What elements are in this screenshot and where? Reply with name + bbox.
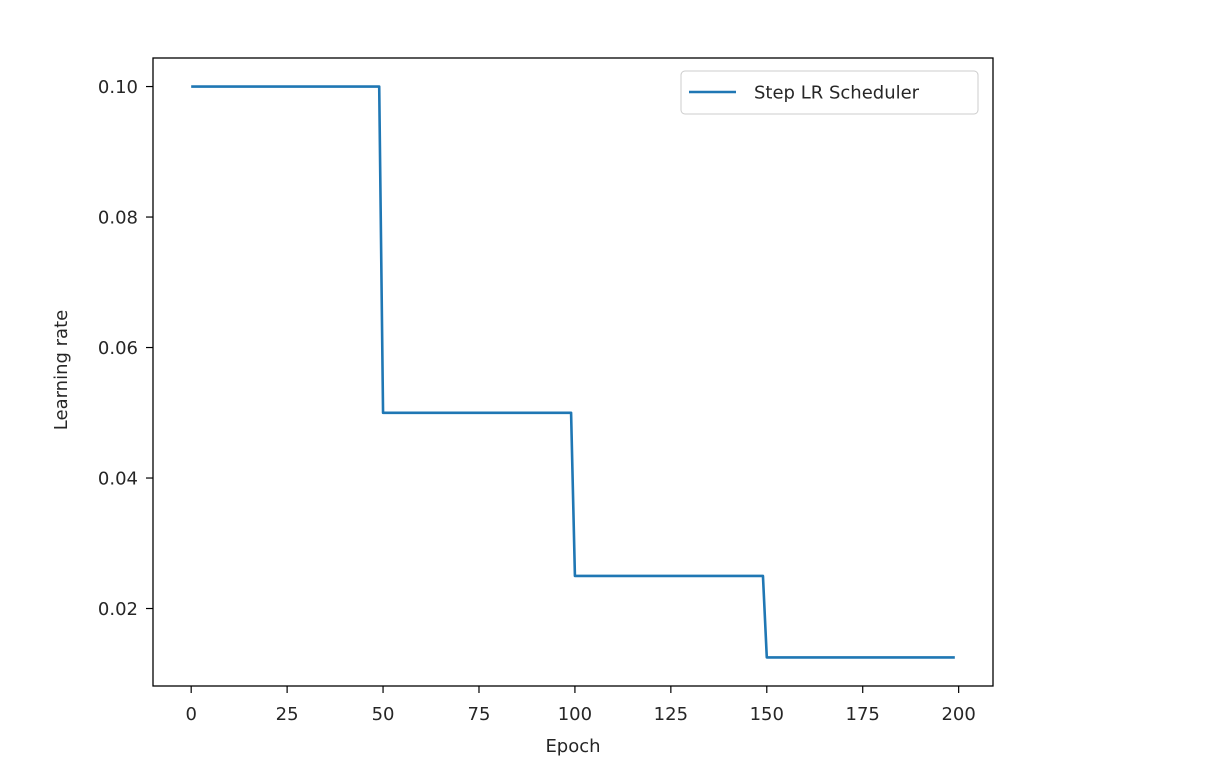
y-tick-label: 0.02 — [98, 599, 138, 620]
x-tick-label: 125 — [654, 704, 688, 725]
x-tick-label: 150 — [750, 704, 784, 725]
x-tick-label: 100 — [558, 704, 592, 725]
legend: Step LR Scheduler — [680, 70, 979, 115]
x-tick-label: 0 — [185, 704, 196, 725]
legend-box — [680, 70, 979, 115]
x-tick-label: 25 — [276, 704, 299, 725]
y-axis-ticks: 0.02 0.04 0.06 0.08 0.10 — [98, 77, 153, 620]
y-tick-label: 0.06 — [98, 338, 138, 359]
x-axis-label: Epoch — [545, 736, 600, 757]
x-tick-label: 50 — [372, 704, 395, 725]
y-tick-label: 0.10 — [98, 77, 138, 98]
series-layer — [191, 85, 955, 659]
x-tick-label: 75 — [468, 704, 491, 725]
plot-frame — [152, 57, 994, 687]
legend-label: Step LR Scheduler — [754, 83, 920, 104]
series-line-0 — [191, 85, 955, 659]
y-tick-label: 0.04 — [98, 469, 138, 490]
x-tick-label: 175 — [846, 704, 880, 725]
y-tick-label: 0.08 — [98, 208, 138, 229]
x-axis-ticks: 0 25 50 75 100 125 150 175 200 — [185, 686, 976, 725]
y-axis-label: Learning rate — [51, 310, 72, 430]
x-tick-label: 200 — [941, 704, 975, 725]
